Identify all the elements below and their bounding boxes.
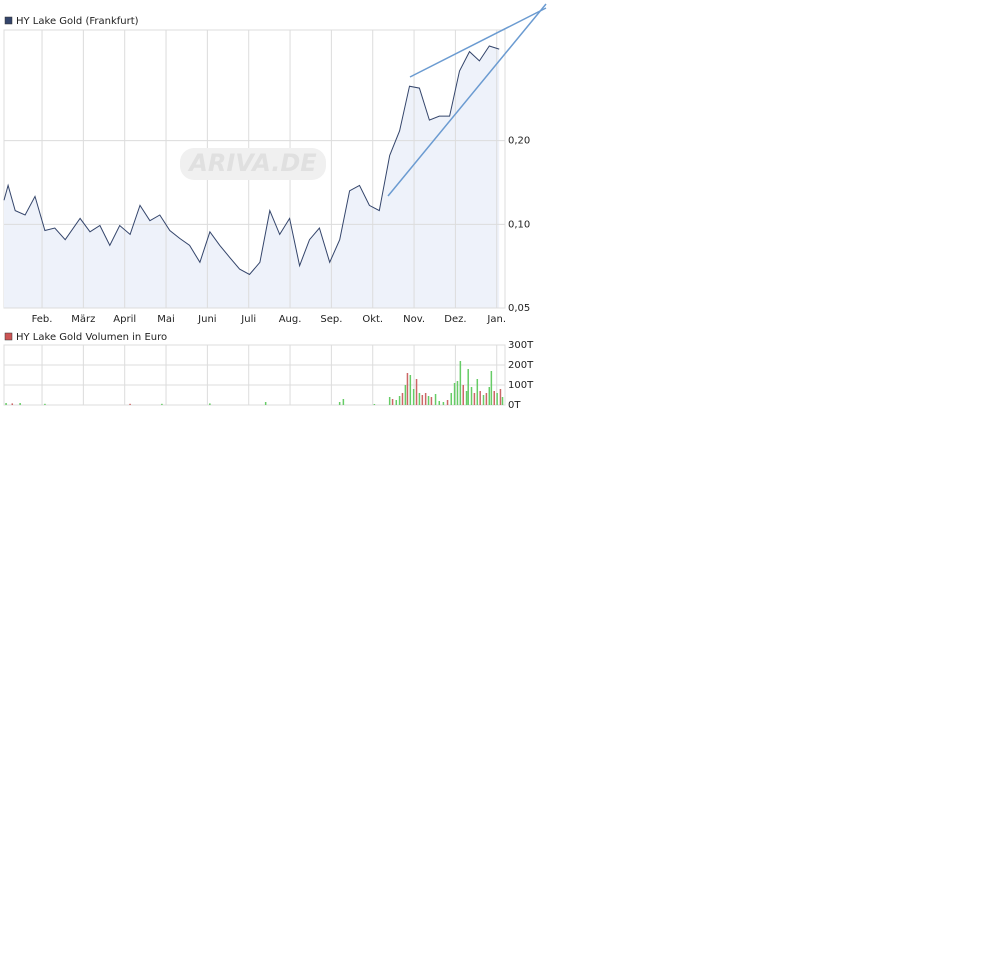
volume-bar (442, 402, 445, 405)
y-tick-label: 0,20 (508, 136, 530, 147)
volume-bar (493, 391, 496, 405)
x-tick-label: Juli (240, 314, 256, 325)
volume-bar (446, 400, 449, 405)
y-tick-label: 100T (508, 380, 534, 391)
volume-bar (409, 375, 412, 405)
volume-bar (395, 400, 398, 405)
legend-swatch (4, 16, 13, 25)
volume-bar (421, 395, 424, 405)
volume-bar (501, 397, 504, 405)
volume-bar (427, 396, 430, 405)
volume-bar (465, 391, 468, 405)
volume-bar (11, 403, 14, 405)
volume-bar (388, 397, 391, 405)
y-tick-label: 200T (508, 360, 534, 371)
y-tick-label: 0T (508, 400, 521, 411)
volume-bar (373, 404, 376, 405)
volume-bar (479, 391, 481, 405)
volume-bar (485, 393, 488, 405)
y-tick-label: 300T (508, 340, 534, 351)
volume-bar (401, 393, 404, 405)
legend-label: HY Lake Gold Volumen in Euro (16, 332, 167, 343)
volume-bar (470, 387, 473, 405)
volume-bar (161, 403, 163, 405)
watermark-box (180, 148, 326, 180)
x-tick-label: Nov. (403, 314, 425, 325)
volume-bar (496, 393, 498, 405)
volume-bar (19, 403, 21, 405)
volume-bar (415, 379, 418, 405)
volume-bar (404, 385, 407, 405)
x-tick-label: Okt. (362, 314, 383, 325)
volume-bar (473, 393, 476, 405)
x-tick-label: Jan. (486, 314, 506, 325)
volume-bar (398, 396, 401, 405)
volume-bar (438, 401, 441, 405)
trend-line (409, 7, 547, 78)
watermark: ARIVA.DE (187, 149, 317, 177)
volume-bar (391, 399, 394, 405)
volume-bar (338, 402, 341, 405)
volume-bar (482, 395, 485, 405)
x-tick-label: März (71, 314, 95, 325)
volume-bar (453, 383, 456, 405)
volume-bar (499, 389, 502, 405)
volume-bar (490, 371, 493, 405)
volume-bar (456, 381, 459, 405)
volume-bar (434, 394, 437, 405)
volume-bar (459, 361, 462, 405)
y-tick-label: 0,10 (508, 219, 530, 230)
volume-bar (129, 403, 131, 405)
price-line (3, 45, 500, 276)
volume-bar (412, 389, 415, 405)
legend-label: HY Lake Gold (Frankfurt) (16, 16, 139, 27)
x-tick-label: Juni (197, 314, 216, 325)
x-tick-label: Feb. (32, 314, 53, 325)
volume-bar (5, 403, 7, 405)
legend-swatch (4, 332, 13, 341)
price-area (4, 46, 500, 308)
volume-bar (424, 393, 427, 405)
x-tick-label: Mai (157, 314, 175, 325)
volume-bar (418, 393, 421, 405)
volume-bar (476, 379, 479, 405)
x-tick-label: Dez. (444, 314, 466, 325)
volume-bar (488, 387, 491, 405)
volume-bar (462, 385, 464, 405)
x-tick-label: April (113, 314, 136, 325)
volume-bar (209, 403, 211, 405)
x-tick-label: Sep. (320, 314, 342, 325)
y-tick-label: 0,05 (508, 303, 530, 314)
trend-line (387, 3, 547, 197)
plot-frame (3, 344, 506, 406)
volume-bar (264, 402, 267, 405)
volume-bar (450, 393, 453, 405)
volume-bar (44, 403, 46, 405)
volume-bar (406, 373, 409, 405)
x-tick-label: Aug. (279, 314, 302, 325)
volume-bar (430, 397, 433, 405)
volume-bar (467, 369, 469, 405)
volume-bar (342, 399, 345, 405)
